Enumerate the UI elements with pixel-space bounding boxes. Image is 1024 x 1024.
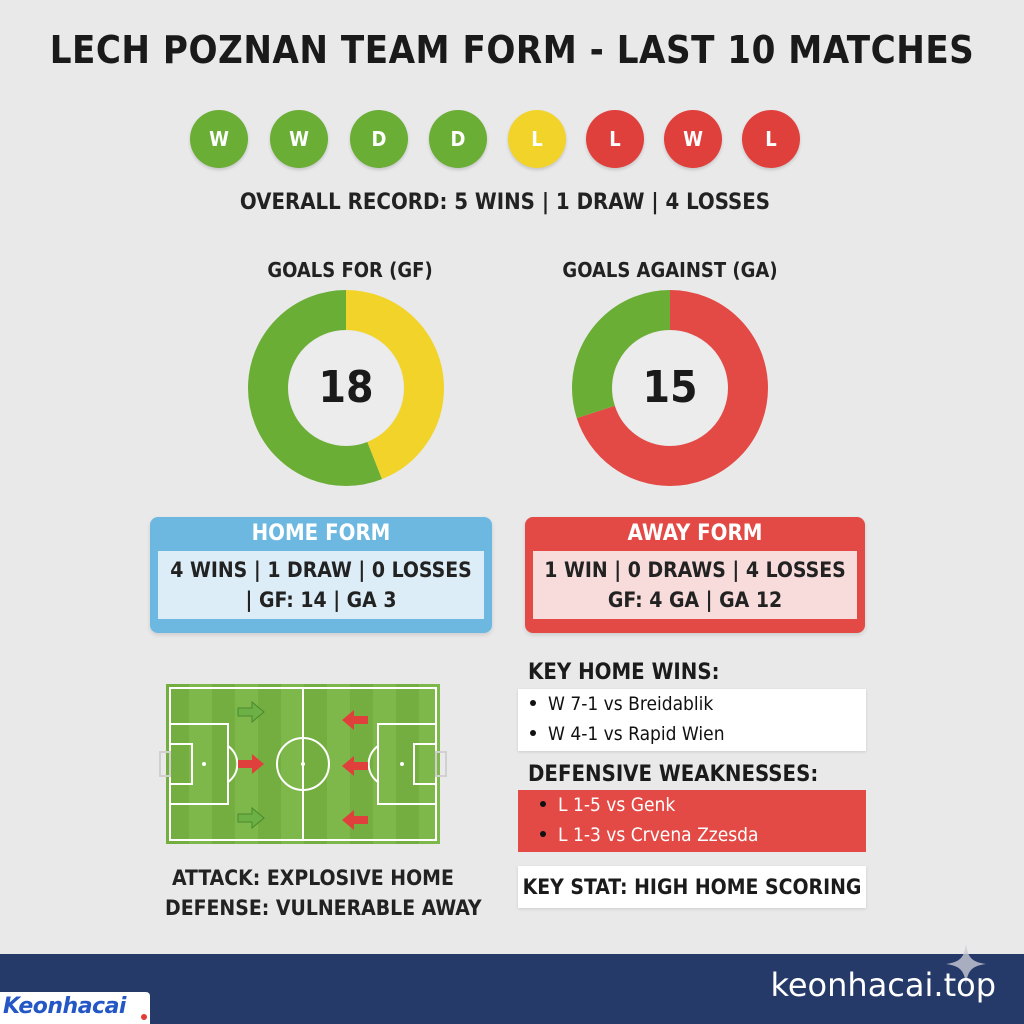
form-result: W [190, 110, 248, 168]
key-home-wins-list: W 7-1 vs Breidablik W 4-1 vs Rapid Wien [518, 689, 866, 751]
away-form-record: 1 WIN | 0 DRAWS | 4 LOSSES [544, 558, 846, 582]
sparkle-icon [946, 944, 986, 984]
home-form-goals: | GF: 14 | GA 3 [245, 588, 397, 612]
form-result: D [350, 110, 408, 168]
attack-caption: ATTACK: EXPLOSIVE HOME [172, 866, 454, 890]
footer-site-link[interactable]: keonhacai.top [770, 966, 996, 1004]
goals-against-value: 15 [642, 362, 698, 413]
donut-center [289, 331, 403, 445]
logo-background [0, 992, 150, 1024]
away-form-goals: GF: 4 GA | GA 12 [607, 588, 783, 612]
home-form-title: HOME FORM [251, 521, 391, 546]
brand-logo[interactable]: Keonhacai [3, 994, 126, 1019]
list-item: L 1-3 vs Crvena Zzesda [518, 820, 866, 850]
form-guide: W W D D L L W L [190, 110, 810, 170]
form-result: L [508, 110, 566, 168]
home-form-body: 4 WINS | 1 DRAW | 0 LOSSES | GF: 14 | GA… [158, 551, 484, 619]
football-pitch-icon [159, 684, 447, 844]
form-result: L [586, 110, 644, 168]
key-home-wins-title: KEY HOME WINS: [528, 660, 720, 685]
goals-for-label: GOALS FOR (GF) [267, 258, 433, 282]
key-stat-box: KEY STAT: HIGH HOME SCORING [518, 866, 866, 908]
list-item: W 7-1 vs Breidablik [518, 689, 866, 719]
defense-arrow-icon [342, 710, 368, 830]
away-form-title: AWAY FORM [627, 521, 763, 546]
defensive-weaknesses-title: DEFENSIVE WEAKNESSES: [528, 762, 819, 787]
goals-against-ring [572, 290, 768, 486]
pitch-illustration [158, 680, 448, 848]
form-result: W [270, 110, 328, 168]
attack-arrow-icon [237, 700, 265, 830]
goals-for-value: 18 [318, 362, 374, 413]
page-title: LECH POZNAN TEAM FORM - LAST 10 MATCHES [49, 28, 975, 72]
home-form-card: HOME FORM 4 WINS | 1 DRAW | 0 LOSSES | G… [150, 517, 492, 633]
overall-record: OVERALL RECORD: 5 WINS | 1 DRAW | 4 LOSS… [239, 190, 771, 215]
home-form-record: 4 WINS | 1 DRAW | 0 LOSSES [170, 558, 472, 582]
away-form-card: AWAY FORM 1 WIN | 0 DRAWS | 4 LOSSES GF:… [525, 517, 865, 633]
form-result: W [664, 110, 722, 168]
goals-against-label: GOALS AGAINST (GA) [562, 258, 778, 282]
form-result: L [742, 110, 800, 168]
donut-segment [572, 290, 768, 486]
goals-against-donut: 15 [570, 288, 770, 488]
goals-for-ring [248, 290, 444, 486]
defense-caption: DEFENSE: VULNERABLE AWAY [165, 896, 482, 920]
goals-for-donut: 18 [246, 288, 446, 488]
donut-center [613, 331, 727, 445]
form-result: D [429, 110, 487, 168]
donut-segment [248, 290, 444, 486]
footer-bar [0, 954, 1024, 1024]
defensive-weaknesses-list: L 1-5 vs Genk L 1-3 vs Crvena Zzesda [518, 790, 866, 852]
list-item: L 1-5 vs Genk [518, 790, 866, 820]
away-form-body: 1 WIN | 0 DRAWS | 4 LOSSES GF: 4 GA | GA… [533, 551, 857, 619]
list-item: W 4-1 vs Rapid Wien [518, 719, 866, 749]
logo-dot [141, 1014, 147, 1020]
